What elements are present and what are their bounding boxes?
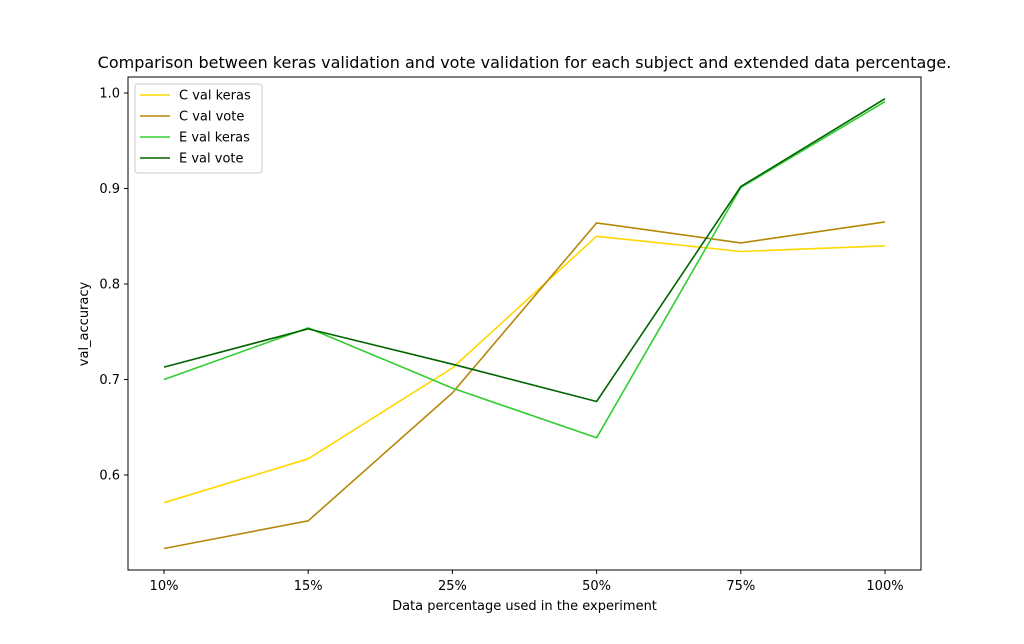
x-tick-label: 100% bbox=[866, 579, 903, 594]
y-tick-label: 1.0 bbox=[99, 87, 120, 102]
y-tick-label: 0.6 bbox=[99, 469, 120, 484]
legend-box bbox=[134, 83, 263, 174]
y-tick-label: 0.8 bbox=[99, 278, 120, 293]
legend-label: E val vote bbox=[179, 152, 244, 167]
x-tick-label: 50% bbox=[582, 579, 611, 594]
series-line-c-val-keras bbox=[163, 235, 886, 504]
y-axis: 0.6 0.7 0.8 0.9 1.0 bbox=[99, 87, 128, 484]
legend-label: C val keras bbox=[179, 89, 251, 104]
y-tick-label: 0.7 bbox=[99, 373, 120, 388]
series-line-c-val-vote bbox=[163, 221, 886, 550]
x-tick-label: 25% bbox=[438, 579, 467, 594]
y-axis-label: val_accuracy bbox=[77, 281, 92, 366]
x-axis-label: Data percentage used in the experiment bbox=[392, 599, 657, 614]
series-layer bbox=[163, 98, 886, 550]
plot-area-frame bbox=[127, 76, 922, 571]
series-line-e-val-vote bbox=[163, 98, 886, 403]
legend-label: E val keras bbox=[179, 131, 250, 146]
x-axis: 10% 15% 25% 50% 75% 100% bbox=[150, 570, 904, 594]
legend-label: C val vote bbox=[179, 110, 244, 125]
x-tick-label: 75% bbox=[726, 579, 755, 594]
legend: C val keras C val vote E val keras E val vo… bbox=[134, 83, 263, 174]
y-tick-label: 0.9 bbox=[99, 182, 120, 197]
series-line-e-val-keras bbox=[163, 100, 886, 439]
x-tick-label: 10% bbox=[150, 579, 179, 594]
chart-title: Comparison between keras validation and … bbox=[98, 53, 952, 72]
x-tick-label: 15% bbox=[294, 579, 323, 594]
